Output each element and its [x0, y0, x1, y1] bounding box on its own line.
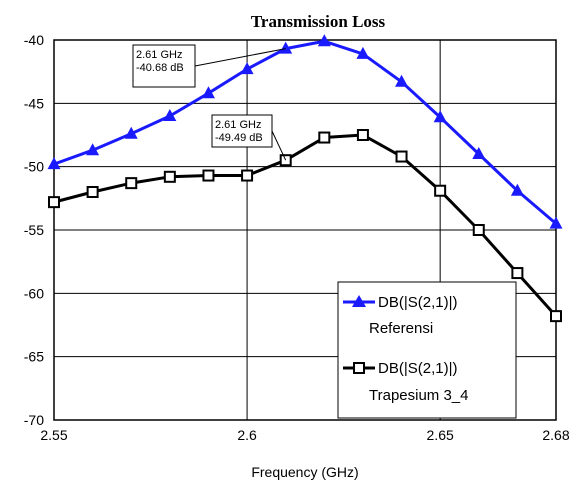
y-tick-label: -50 — [24, 159, 44, 175]
chart-title: Transmission Loss — [251, 12, 386, 31]
legend: DB(|S(2,1)|) Referensi DB(|S(2,1)|) Trap… — [337, 281, 517, 419]
series-1-point — [48, 196, 60, 209]
series-0-point — [163, 109, 177, 121]
annotation-box-0 — [132, 44, 196, 88]
series-0-point — [240, 62, 254, 75]
x-tick-label: 2.68 — [542, 427, 569, 443]
annotation-box-1 — [211, 114, 273, 148]
annotation-leader-0 — [194, 48, 286, 67]
annotation-frequency: 2.61 GHz — [215, 119, 261, 131]
y-tick-label: -70 — [24, 412, 44, 428]
series-1-point — [125, 177, 138, 190]
series-1-point — [356, 129, 369, 141]
x-axis-label: Frequency (GHz) — [251, 464, 358, 480]
legend-box — [337, 281, 517, 419]
annotation-frequency: 2.61 GHz — [136, 49, 182, 61]
plot-area-border — [53, 39, 557, 421]
series-1-point — [202, 169, 215, 182]
series-0-point — [201, 86, 215, 99]
annotation-leader-1 — [271, 130, 287, 161]
series-0-point — [356, 46, 370, 59]
series-0-point — [472, 147, 486, 159]
series-1-point — [163, 170, 176, 183]
y-tick-label: -55 — [24, 222, 44, 238]
y-tick-label: -45 — [24, 95, 44, 111]
x-tick-label: 2.65 — [427, 427, 454, 443]
series-group — [47, 34, 563, 323]
legend-label-referensi-line2: Referensi — [369, 320, 433, 337]
series-0-point — [47, 157, 61, 170]
series-1-point — [395, 150, 408, 163]
series-1-point — [472, 224, 485, 236]
series-0-point — [124, 126, 138, 139]
series-0-point — [86, 143, 100, 156]
series-1-point — [318, 131, 331, 144]
y-tick-label: -40 — [24, 32, 44, 48]
series-0-point — [279, 41, 293, 54]
series-0-point — [549, 216, 563, 229]
series-0-point — [317, 34, 331, 47]
series-line-0 — [53, 39, 557, 225]
legend-label-trapesium-line2: Trapesium 3_4 — [369, 387, 469, 404]
series-line-1 — [53, 133, 558, 318]
y-axis-ticks: -40 -45 -50 -55 -60 -65 -70 — [24, 32, 44, 428]
x-axis-ticks: 2.55 2.6 2.65 2.68 — [40, 427, 569, 443]
x-tick-label: 2.55 — [40, 427, 67, 443]
x-tick-label: 2.6 — [237, 427, 257, 443]
annotations-group: 2.61 GHz-40.68 dB2.61 GHz-49.49 dB — [132, 44, 287, 161]
series-1-point — [241, 169, 254, 182]
legend-marker-referensi — [352, 295, 366, 307]
y-tick-label: -65 — [24, 349, 44, 365]
series-1-point — [511, 267, 524, 280]
series-0-point — [510, 183, 524, 196]
annotation-value: -49.49 dB — [215, 132, 263, 144]
legend-marker-trapesium — [353, 362, 365, 374]
legend-label-referensi-line1: DB(|S(2,1)|) — [378, 294, 457, 311]
series-0-point — [395, 74, 409, 87]
annotation-value: -40.68 dB — [136, 62, 184, 74]
legend-label-trapesium-line1: DB(|S(2,1)|) — [378, 360, 457, 377]
y-tick-label: -60 — [24, 285, 44, 301]
series-1-point — [434, 184, 447, 197]
series-1-point — [86, 186, 99, 198]
series-1-point — [550, 310, 562, 323]
series-0-point — [433, 110, 447, 123]
